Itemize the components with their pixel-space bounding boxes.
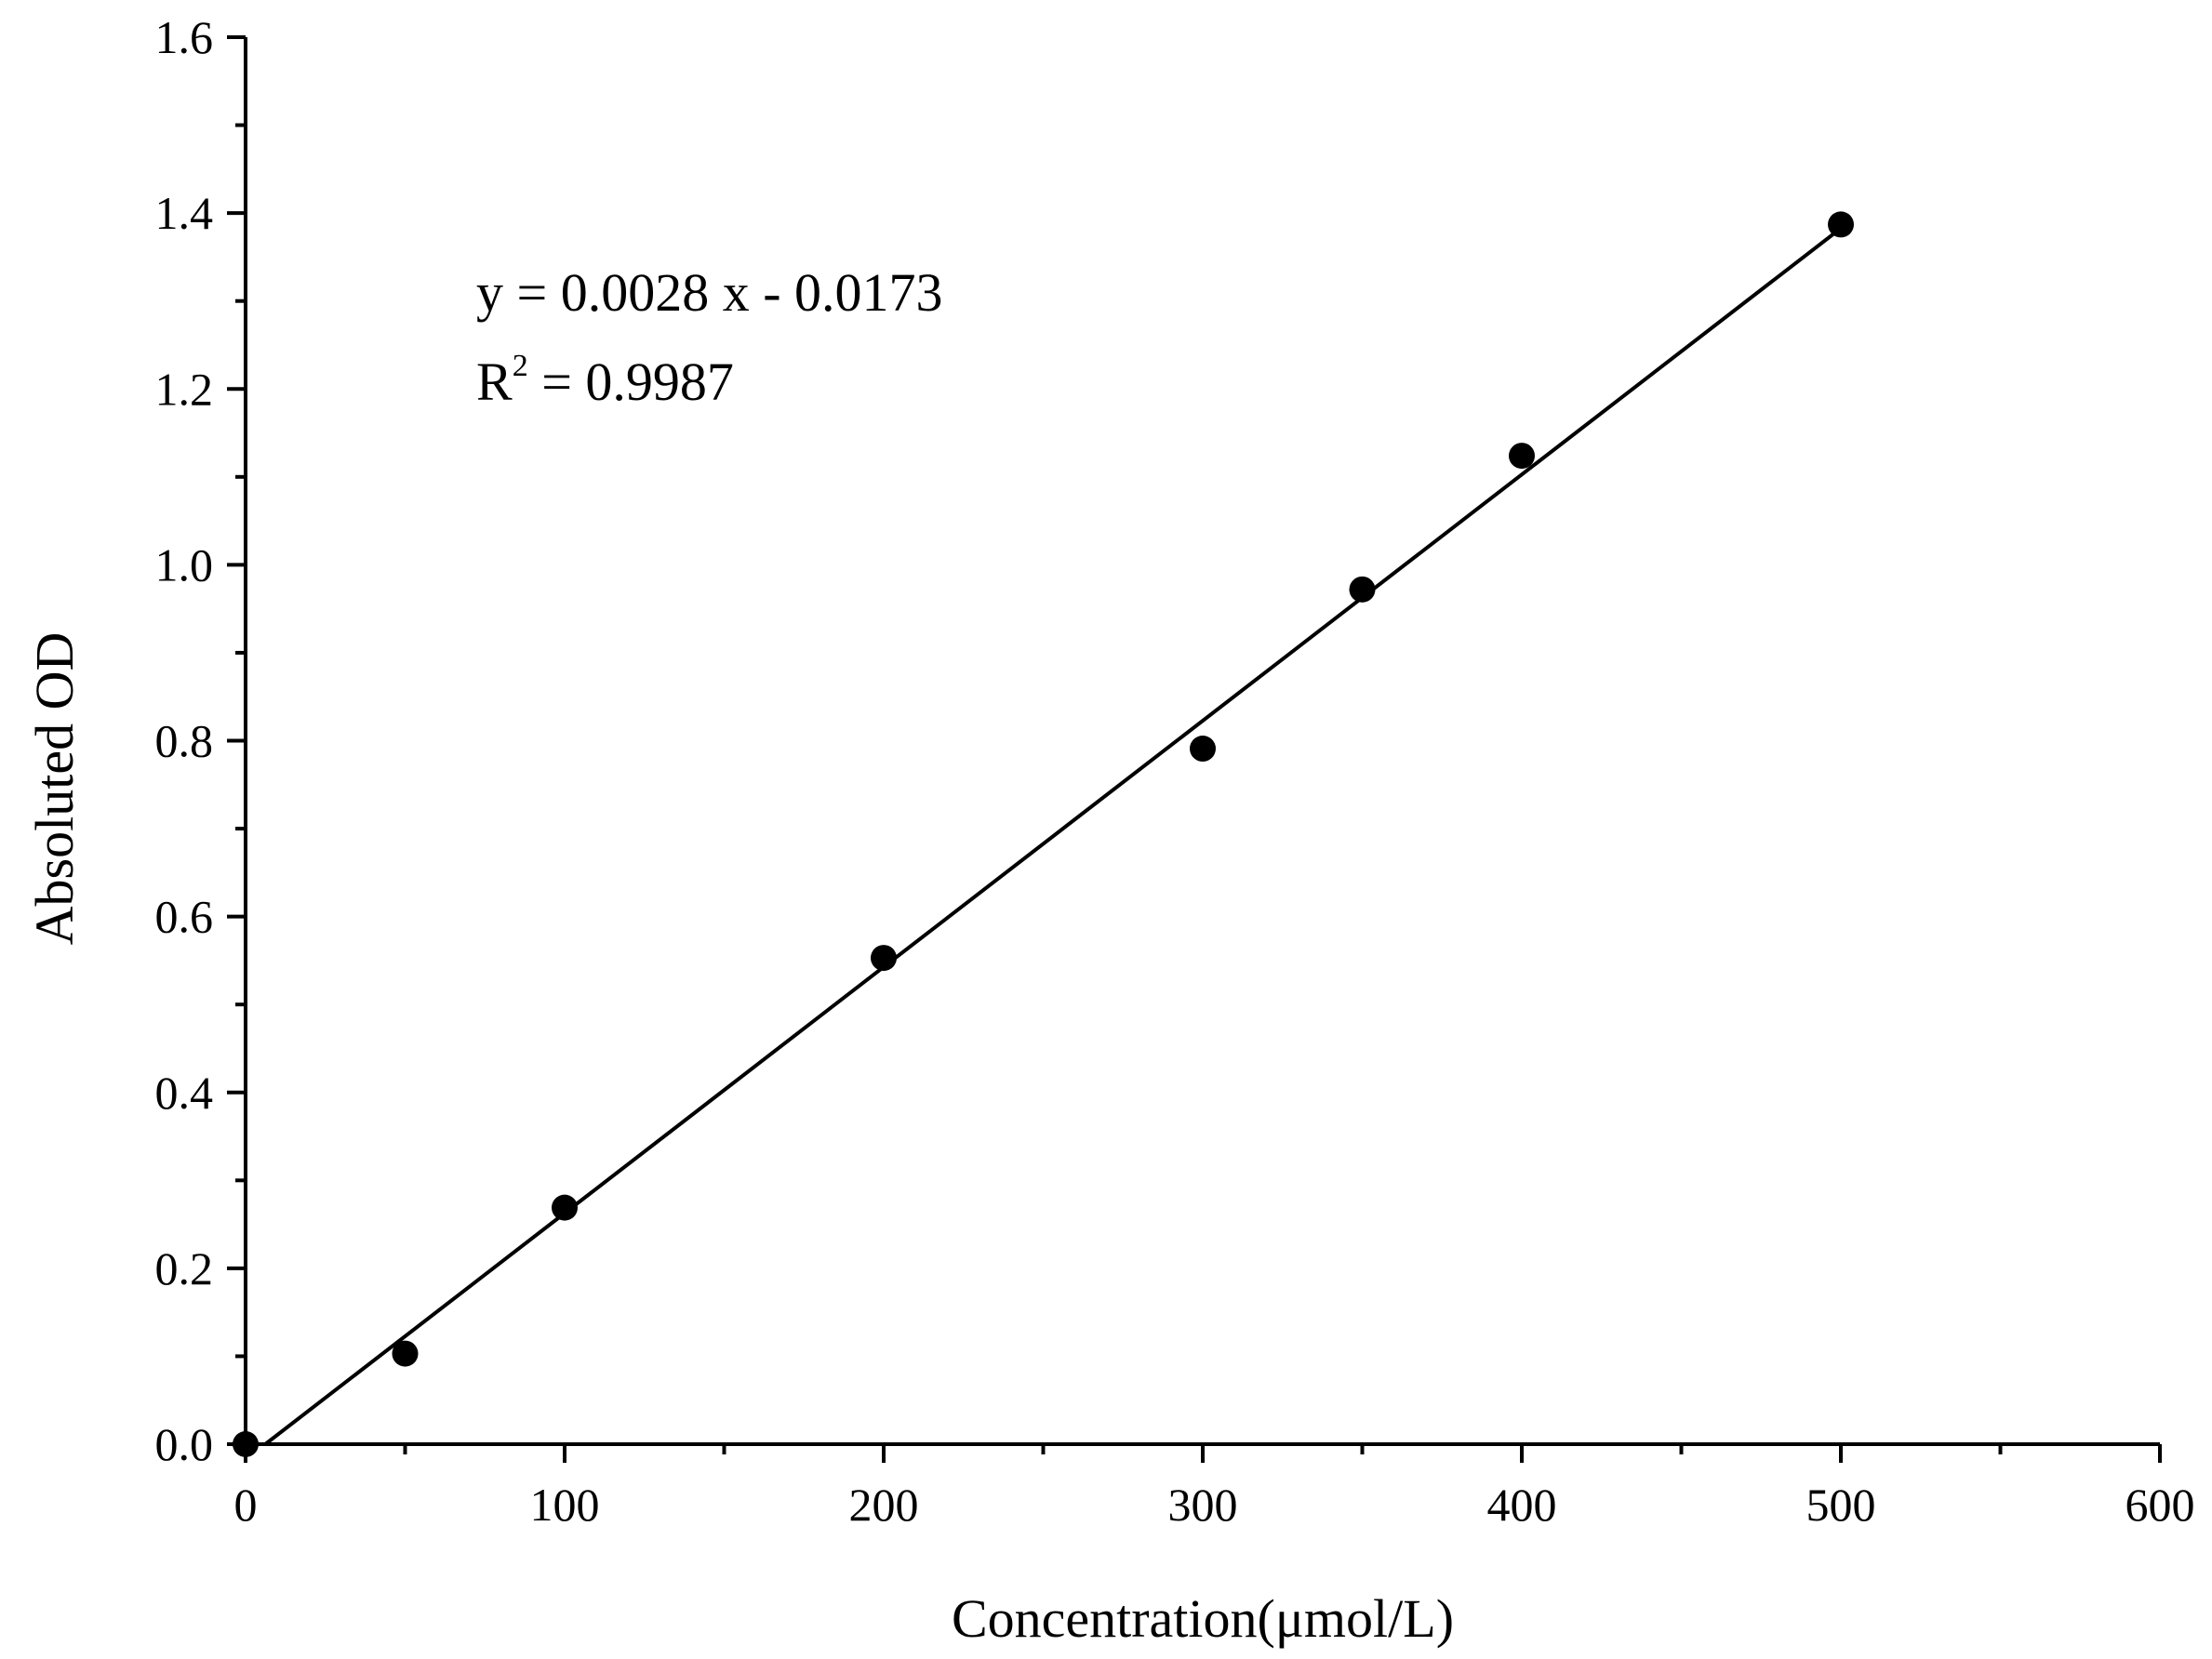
y-tick-label: 1.2 <box>155 363 214 415</box>
ticks <box>227 35 2162 1463</box>
equation-annotation: y = 0.0028 x - 0.0173 <box>476 262 943 323</box>
x-tick-label: 100 <box>530 1479 600 1531</box>
x-tick-label: 600 <box>2125 1479 2195 1531</box>
data-point <box>1349 576 1376 603</box>
y-axis-title: Absoluted OD <box>24 632 85 946</box>
r-squared-prefix: R <box>476 352 513 412</box>
y-tick-label: 0.6 <box>155 891 214 943</box>
data-point <box>1828 211 1854 238</box>
y-tick-label: 0.0 <box>155 1418 214 1470</box>
r-squared-value: = 0.9987 <box>528 352 734 412</box>
data-points <box>233 211 1854 1457</box>
x-tick-label: 500 <box>1806 1479 1876 1531</box>
x-tick-label: 300 <box>1168 1479 1238 1531</box>
data-point <box>392 1340 419 1367</box>
y-tick-label: 0.8 <box>155 715 214 767</box>
data-point <box>1509 443 1535 470</box>
x-tick-label: 0 <box>234 1479 258 1531</box>
y-tick-label: 1.6 <box>155 11 214 63</box>
fit-line <box>263 226 1843 1446</box>
y-tick-label: 1.4 <box>155 187 214 239</box>
tick-labels: 0 100 200 300 400 500 600 0.0 0.2 0.4 0.6 0.8 1.0 1.2… <box>155 11 2195 1531</box>
data-point <box>871 945 897 972</box>
x-axis-title: Concentration(μmol/L) <box>952 1588 1454 1649</box>
r-squared-annotation: R2 = 0.9987 <box>476 349 734 412</box>
data-point <box>1190 736 1216 763</box>
y-tick-label: 1.0 <box>155 538 214 591</box>
r-squared-superscript: 2 <box>513 349 528 383</box>
x-tick-label: 200 <box>849 1479 919 1531</box>
y-tick-label: 0.2 <box>155 1242 214 1294</box>
fit-line-group <box>263 226 1843 1446</box>
x-tick-label: 400 <box>1487 1479 1557 1531</box>
data-point <box>233 1431 259 1457</box>
y-tick-label: 0.4 <box>155 1067 214 1119</box>
data-point <box>552 1194 578 1221</box>
